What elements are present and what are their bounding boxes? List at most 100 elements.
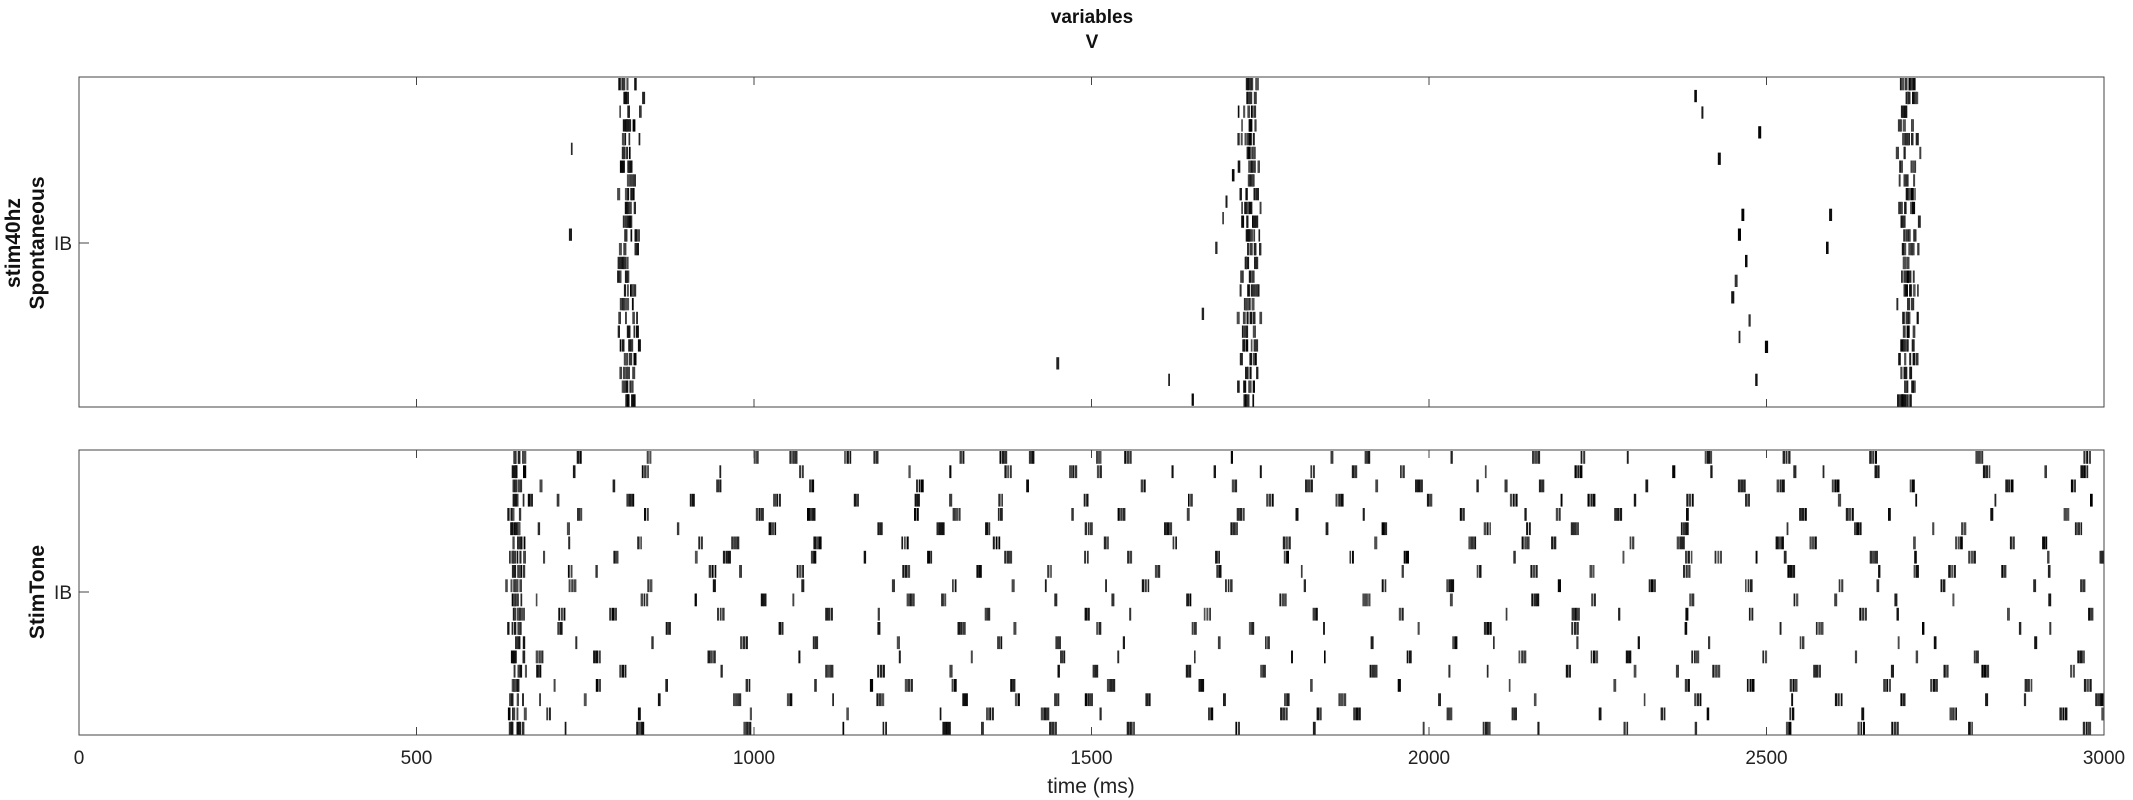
spike-mark: [1071, 508, 1074, 521]
spike-mark: [1902, 119, 1906, 132]
spike-mark: [621, 380, 625, 393]
spike-mark: [830, 664, 834, 678]
spike-mark: [619, 664, 621, 678]
spike-mark: [801, 465, 804, 479]
spike-mark: [1217, 636, 1221, 650]
spike-mark: [1672, 465, 1676, 479]
spike-mark: [1788, 721, 1792, 735]
spike-mark: [885, 721, 887, 735]
spike-mark: [634, 243, 638, 256]
spike-mark: [644, 465, 647, 479]
spike-mark: [1040, 707, 1044, 721]
spike-mark: [632, 119, 636, 132]
spike-mark: [746, 721, 749, 735]
spike-mark: [846, 451, 849, 464]
spike-mark: [1922, 622, 1925, 635]
spike-mark: [1952, 593, 1955, 607]
spike-mark: [520, 593, 523, 607]
spike-mark: [613, 550, 616, 564]
spike-mark: [877, 522, 880, 536]
spike-mark: [694, 550, 698, 564]
spike-mark: [1786, 522, 1789, 536]
spike-mark: [1206, 607, 1209, 621]
spike-mark: [1633, 664, 1637, 678]
spike-mark: [812, 508, 816, 521]
spike-mark: [1305, 479, 1308, 493]
spike-mark: [1696, 693, 1700, 707]
spike-mark: [1859, 607, 1862, 621]
spike-mark: [628, 133, 631, 146]
spike-mark: [1896, 298, 1899, 311]
spike-mark: [1841, 579, 1844, 593]
spike-mark: [877, 607, 880, 621]
spike-mark: [1140, 479, 1144, 493]
spike-mark: [1245, 78, 1248, 91]
spike-mark: [1485, 721, 1488, 735]
spike-mark: [1838, 579, 1841, 593]
spike-mark: [573, 579, 577, 593]
spike-mark: [1256, 366, 1259, 380]
spike-mark: [1459, 508, 1462, 521]
spike-mark: [1218, 550, 1220, 564]
spike-mark: [1901, 215, 1904, 228]
spike-mark: [1231, 169, 1235, 182]
spike-mark: [1576, 636, 1579, 650]
spike-mark: [511, 565, 515, 578]
spike-mark: [842, 721, 845, 735]
spike-mark: [1055, 636, 1059, 650]
spike-mark: [1593, 593, 1596, 607]
spike-mark: [807, 508, 810, 521]
spike-mark: [1908, 78, 1911, 91]
spike-mark: [516, 721, 520, 735]
spike-mark: [792, 593, 795, 607]
spike-mark: [568, 579, 571, 593]
spike-mark: [1915, 650, 1919, 664]
spike-mark: [999, 508, 1003, 521]
spike-mark: [623, 366, 626, 380]
spike-mark: [514, 593, 517, 607]
spike-mark: [1364, 451, 1368, 464]
spike-mark: [1521, 650, 1524, 664]
spike-mark: [511, 465, 515, 479]
spike-mark: [649, 451, 652, 464]
spike-mark: [510, 693, 514, 707]
spike-mark: [1743, 479, 1746, 493]
spike-mark: [1238, 721, 1240, 735]
spike-mark: [970, 650, 973, 664]
spike-mark: [2090, 607, 2094, 621]
spike-mark: [527, 493, 531, 507]
spike-mark: [1785, 721, 1789, 735]
spike-mark: [1787, 565, 1790, 578]
spike-mark: [509, 693, 512, 707]
spike-mark: [1613, 679, 1617, 692]
spike-mark: [1719, 550, 1722, 564]
spike-mark: [1955, 536, 1957, 550]
spike-mark: [1840, 693, 1843, 707]
spike-mark: [1310, 679, 1313, 692]
spike-mark: [514, 565, 517, 578]
spike-mark: [1129, 550, 1133, 564]
spike-mark: [1901, 394, 1904, 407]
spike-mark: [1403, 550, 1406, 564]
spike-mark: [877, 664, 880, 678]
spike-mark: [1533, 593, 1537, 607]
spike-mark: [1249, 366, 1252, 380]
spike-mark: [512, 479, 515, 493]
spike-mark: [1126, 451, 1130, 464]
spike-mark: [722, 607, 725, 621]
spike-mark: [1482, 721, 1485, 735]
spike-mark: [1683, 522, 1686, 536]
spike-mark: [1814, 536, 1817, 550]
spike-mark: [927, 550, 931, 564]
spike-mark: [1227, 579, 1230, 593]
spike-mark: [1755, 550, 1758, 564]
spike-mark: [1590, 493, 1593, 507]
spike-mark: [1813, 664, 1817, 678]
spike-mark: [1960, 536, 1963, 550]
spike-mark: [941, 593, 944, 607]
spike-mark: [1948, 565, 1951, 578]
spike-mark: [1916, 311, 1919, 325]
spike-mark: [1975, 451, 1979, 464]
spike-mark: [623, 243, 627, 256]
spike-mark: [1486, 664, 1489, 678]
